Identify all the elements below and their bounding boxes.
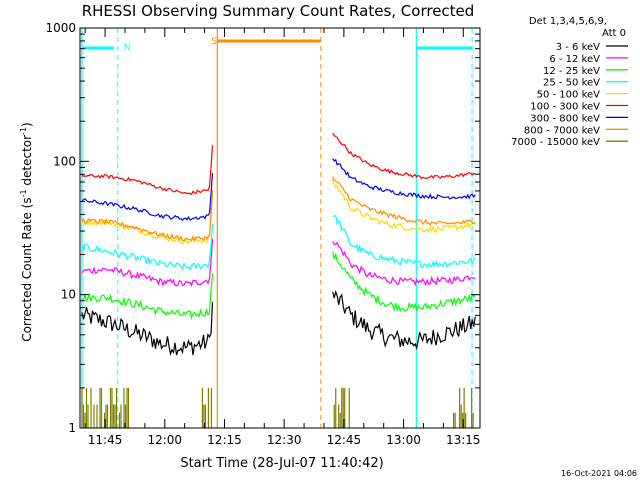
legend-label: 7000 - 15000 keV	[511, 137, 600, 148]
night-flag-label: N	[124, 43, 131, 53]
series-25-50keV	[81, 214, 476, 271]
series-line	[332, 290, 476, 351]
x-tick-label: 13:15	[446, 433, 481, 447]
saa-flag-label: S	[211, 37, 217, 47]
series-line	[81, 238, 214, 288]
series-layer	[81, 132, 476, 428]
x-tick-label: 12:30	[267, 433, 302, 447]
legend-label: 25 - 50 keV	[543, 78, 600, 89]
y-tick-label: 1000	[45, 21, 76, 35]
series-line	[332, 158, 476, 200]
legend-label: 6 - 12 keV	[549, 54, 600, 65]
legend-header: Att 0	[602, 28, 626, 39]
series-line	[81, 190, 214, 242]
y-tick-label: 1	[68, 421, 76, 435]
series-line	[332, 214, 476, 269]
series-300-800keV	[81, 158, 476, 222]
axes-layer: 1 10 100 1000 11:45 12:00 12:15 12:30 12:45 13:00…	[45, 21, 480, 447]
series-800-7000keV	[81, 176, 476, 242]
series-7000-15000keV	[81, 387, 474, 428]
x-axis-label: Start Time (28-Jul-07 11:40:42)	[180, 456, 383, 471]
series-12-25keV	[81, 251, 476, 320]
series-6-12keV	[81, 238, 476, 288]
legend-label: 100 - 300 keV	[530, 102, 600, 113]
y-tick-label: 100	[53, 154, 76, 168]
series-line	[332, 176, 476, 227]
series-line	[81, 224, 214, 271]
chart-title: RHESSI Observing Summary Count Rates, Co…	[82, 2, 475, 20]
series-line	[332, 179, 476, 234]
series-line	[81, 173, 214, 222]
legend-label: 300 - 800 keV	[530, 113, 600, 124]
y-tick-label: 10	[61, 288, 76, 302]
series-100-300keV	[81, 132, 476, 196]
x-tick-label: 12:00	[147, 433, 182, 447]
series-line	[81, 301, 214, 357]
legend-label: 800 - 7000 keV	[524, 125, 600, 136]
legend-label: 3 - 6 keV	[556, 42, 600, 53]
legend-label: 12 - 25 keV	[543, 66, 600, 77]
x-tick-label: 11:45	[88, 433, 123, 447]
y-axis-label: Corrected Count Rate (s-1 detector-1)	[19, 122, 34, 341]
legend-header: Det 1,3,4,5,6,9,	[529, 16, 607, 27]
series-line	[332, 132, 476, 180]
x-tick-label: 13:00	[386, 433, 421, 447]
timestamp: 16-Oct-2021 04:06	[561, 469, 637, 478]
series-line	[81, 273, 214, 320]
series-line	[81, 145, 214, 196]
x-tick-label: 12:45	[327, 433, 362, 447]
x-tick-label: 12:15	[207, 433, 242, 447]
series-line	[332, 241, 476, 287]
series-3-6keV	[81, 290, 476, 357]
legend-label: 50 - 100 keV	[537, 90, 601, 101]
series-line	[332, 251, 476, 313]
plot-frame	[79, 27, 481, 429]
